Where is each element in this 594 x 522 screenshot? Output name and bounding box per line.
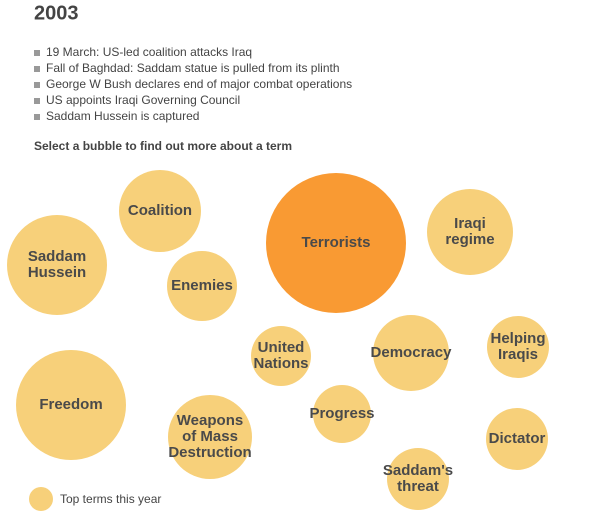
bubble-label: Hussein bbox=[28, 264, 86, 281]
bubble-label: Saddam bbox=[28, 248, 86, 265]
bubble-circle bbox=[487, 316, 549, 378]
bubble-label: Progress bbox=[309, 405, 374, 422]
legend-label: Top terms this year bbox=[60, 492, 161, 506]
instruction: Select a bubble to find out more about a… bbox=[34, 139, 292, 153]
bubble[interactable]: Enemies bbox=[167, 251, 237, 321]
bullet bbox=[34, 98, 40, 104]
bubble-label: Democracy bbox=[371, 344, 453, 361]
bubble-label: of Mass bbox=[182, 428, 238, 445]
bubble-label: Helping bbox=[491, 330, 546, 347]
event-item: Saddam Hussein is captured bbox=[46, 109, 199, 123]
bubble-circle bbox=[167, 251, 237, 321]
bubble-label: Coalition bbox=[128, 202, 192, 219]
bubble-circle bbox=[119, 170, 201, 252]
bubble[interactable]: Coalition bbox=[119, 170, 201, 252]
bullet bbox=[34, 66, 40, 72]
bubble-circle bbox=[7, 215, 107, 315]
bubble-label: United bbox=[258, 339, 305, 356]
bubble-label: Weapons bbox=[177, 412, 243, 429]
title: 2003 bbox=[34, 2, 79, 24]
legend-swatch bbox=[29, 487, 53, 511]
bubble[interactable]: Terrorists bbox=[266, 173, 406, 313]
bubble-label: Enemies bbox=[171, 277, 233, 294]
bullet bbox=[34, 82, 40, 88]
event-item: George W Bush declares end of major comb… bbox=[46, 77, 352, 91]
bubble-label: Terrorists bbox=[302, 234, 371, 251]
bubble-circle bbox=[266, 173, 406, 313]
bubble-circle bbox=[251, 326, 311, 386]
event-item: 19 March: US-led coalition attacks Iraq bbox=[46, 45, 252, 59]
bubble-label: regime bbox=[445, 231, 494, 248]
bubble-circle bbox=[313, 385, 371, 443]
bubble-circle bbox=[16, 350, 126, 460]
event-item: Fall of Baghdad: Saddam statue is pulled… bbox=[46, 61, 340, 75]
bullet bbox=[34, 50, 40, 56]
bubble[interactable]: Democracy bbox=[371, 315, 453, 391]
event-item: US appoints Iraqi Governing Council bbox=[46, 93, 240, 107]
bubble-label: Dictator bbox=[489, 430, 546, 447]
bullet bbox=[34, 114, 40, 120]
bubble-circle bbox=[373, 315, 449, 391]
bubble-label: Destruction bbox=[168, 444, 251, 461]
bubble-label: Nations bbox=[253, 355, 308, 372]
bubble-circle bbox=[387, 448, 449, 510]
bubble-circle bbox=[427, 189, 513, 275]
bubble-label: Saddam's bbox=[383, 462, 453, 479]
bubble[interactable]: Dictator bbox=[486, 408, 548, 470]
bubble-label: Iraqi bbox=[454, 215, 486, 232]
bubble-circle bbox=[168, 395, 252, 479]
bubble-label: Iraqis bbox=[498, 346, 538, 363]
bubble[interactable]: Progress bbox=[309, 385, 375, 443]
bubble[interactable]: Freedom bbox=[16, 350, 126, 460]
bubble-label: Freedom bbox=[39, 396, 102, 413]
bubble-circle bbox=[486, 408, 548, 470]
bubble-label: threat bbox=[397, 478, 439, 495]
